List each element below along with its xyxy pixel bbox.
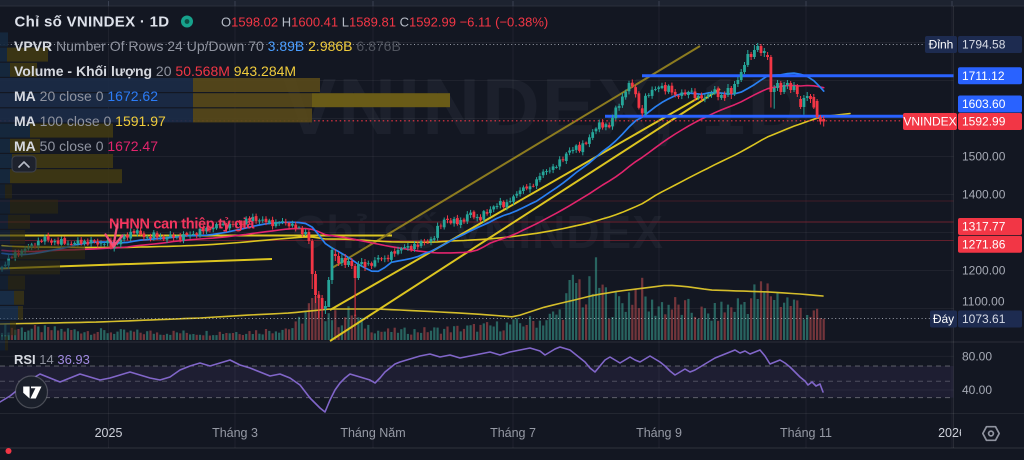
svg-text:Tháng Năm: Tháng Năm [340, 426, 405, 440]
svg-text:1100.00: 1100.00 [962, 295, 1005, 309]
svg-text:2025: 2025 [95, 426, 123, 440]
svg-text:Tháng 9: Tháng 9 [636, 426, 682, 440]
svg-text:RSI 14 36.93: RSI 14 36.93 [14, 352, 90, 367]
svg-text:Tháng 11: Tháng 11 [780, 426, 832, 440]
svg-text:1271.86: 1271.86 [962, 238, 1006, 252]
svg-text:2026: 2026 [938, 426, 966, 440]
svg-text:Tháng 3: Tháng 3 [212, 426, 258, 440]
svg-text:O1598.02 H1600.41 L1589.81 C15: O1598.02 H1600.41 L1589.81 C1592.99 −6.1… [221, 15, 548, 30]
svg-text:1592.99: 1592.99 [962, 115, 1006, 129]
svg-text:1603.60: 1603.60 [962, 97, 1006, 111]
svg-text:1073.61: 1073.61 [962, 312, 1006, 326]
svg-text:MA 100 close 0 1591.97: MA 100 close 0 1591.97 [14, 113, 166, 129]
svg-text:NHNN can thiệp tỷ giá: NHNN can thiệp tỷ giá [109, 217, 255, 233]
svg-text:VPVR Number Of Rows 24 Up/Down: VPVR Number Of Rows 24 Up/Down 70 3.89B … [14, 38, 401, 54]
svg-text:1200.00: 1200.00 [962, 264, 1006, 278]
svg-text:1711.12: 1711.12 [962, 69, 1005, 83]
svg-text:MA 50 close 0 1672.47: MA 50 close 0 1672.47 [14, 138, 158, 154]
svg-text:Đáy: Đáy [933, 312, 954, 326]
svg-text:Tháng 7: Tháng 7 [490, 426, 536, 440]
svg-text:80.00: 80.00 [962, 349, 992, 363]
svg-text:MA 20 close 0 1672.62: MA 20 close 0 1672.62 [14, 88, 158, 104]
svg-text:1500.00: 1500.00 [962, 150, 1006, 164]
svg-text:1794.58: 1794.58 [962, 38, 1006, 52]
svg-text:Đỉnh: Đỉnh [929, 38, 954, 52]
svg-text:40.00: 40.00 [962, 383, 992, 397]
svg-text:1400.00: 1400.00 [962, 188, 1006, 202]
svg-text:Volume - Khối lượng 20 50.568M: Volume - Khối lượng 20 50.568M 943.284M [14, 63, 296, 79]
svg-text:1317.77: 1317.77 [962, 220, 1006, 234]
svg-text:VNINDEX: VNINDEX [903, 115, 956, 129]
svg-text:Chỉ số VNINDEX · 1D: Chỉ số VNINDEX · 1D [15, 14, 170, 31]
